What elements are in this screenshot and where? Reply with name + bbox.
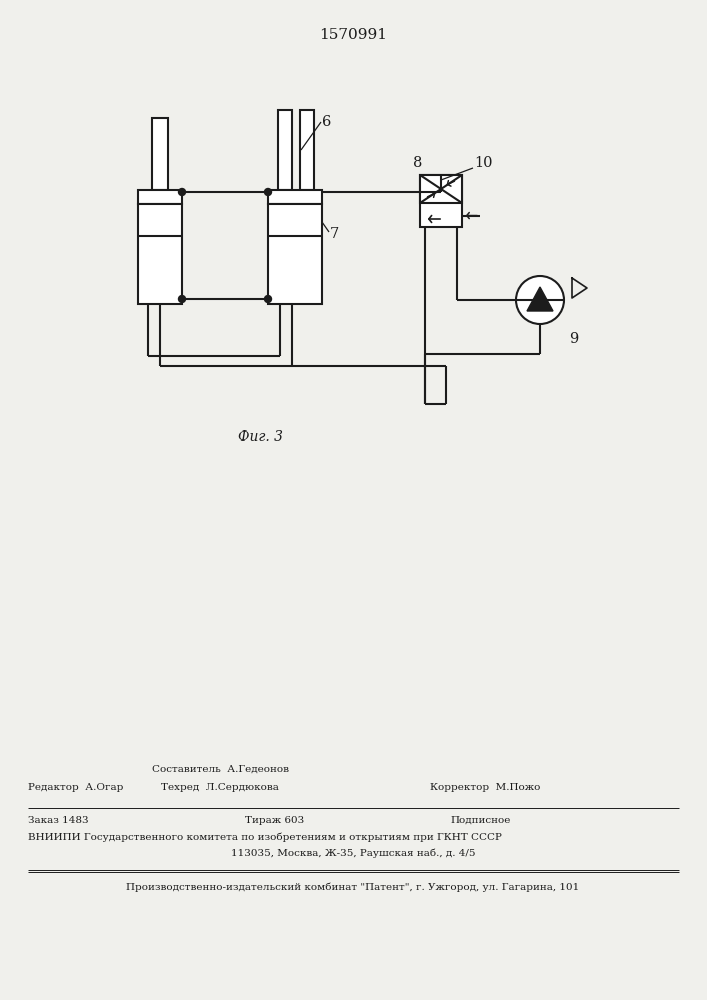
Text: 9: 9	[569, 332, 578, 346]
Bar	[152, 118, 168, 190]
Text: 8: 8	[414, 156, 423, 170]
Text: 7: 7	[330, 227, 339, 241]
Bar	[278, 110, 292, 190]
Bar	[138, 190, 182, 204]
Bar	[420, 175, 462, 203]
Bar	[420, 175, 462, 227]
Circle shape	[264, 296, 271, 302]
Text: 10: 10	[474, 156, 493, 170]
Text: ВНИИПИ Государственного комитета по изобретениям и открытиям при ГКНТ СССР: ВНИИПИ Государственного комитета по изоб…	[28, 832, 502, 842]
Text: Фиг. 3: Фиг. 3	[238, 430, 283, 444]
Circle shape	[516, 276, 564, 324]
Circle shape	[178, 296, 185, 302]
Bar	[268, 190, 322, 204]
Bar	[268, 204, 322, 304]
Text: Подписное: Подписное	[450, 816, 510, 825]
Circle shape	[178, 188, 185, 196]
Polygon shape	[527, 287, 553, 311]
Text: Тираж 603: Тираж 603	[245, 816, 304, 825]
Text: Корректор  М.Пожо: Корректор М.Пожо	[430, 783, 540, 792]
Text: 1570991: 1570991	[319, 28, 387, 42]
Text: 6: 6	[322, 115, 332, 129]
Text: Производственно-издательский комбинат "Патент", г. Ужгород, ул. Гагарина, 101: Производственно-издательский комбинат "П…	[127, 882, 580, 892]
Text: Заказ 1483: Заказ 1483	[28, 816, 88, 825]
Bar	[138, 204, 182, 304]
Text: Техред  Л.Сердюкова: Техред Л.Сердюкова	[161, 783, 279, 792]
Bar	[300, 110, 314, 190]
Text: Составитель  А.Гедеонов: Составитель А.Гедеонов	[151, 765, 288, 774]
Text: 113035, Москва, Ж-35, Раушская наб., д. 4/5: 113035, Москва, Ж-35, Раушская наб., д. …	[230, 848, 475, 857]
Circle shape	[264, 188, 271, 196]
Text: Редактор  А.Огар: Редактор А.Огар	[28, 783, 124, 792]
